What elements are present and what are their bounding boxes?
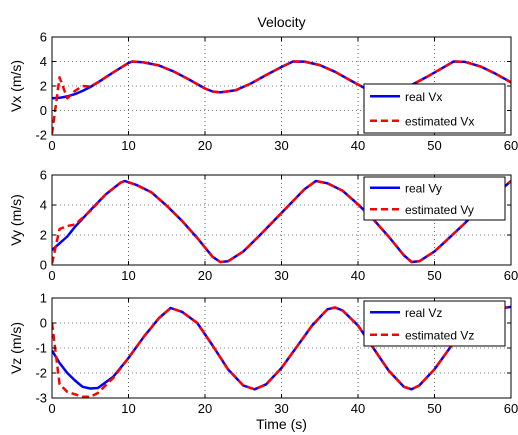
x-tick-label: 20 bbox=[198, 401, 212, 416]
y-tick-label: 1 bbox=[40, 291, 47, 306]
y-tick-label: 0 bbox=[40, 316, 47, 331]
y-tick-label: 6 bbox=[40, 168, 47, 183]
y-axis-label: Vy (m/s) bbox=[8, 194, 24, 246]
legend-label: real Vy bbox=[405, 181, 442, 195]
legend: real Vy estimated Vy bbox=[363, 176, 506, 221]
y-tick-label: 0 bbox=[40, 103, 47, 118]
x-tick-label: 50 bbox=[427, 138, 441, 153]
y-tick-label: -2 bbox=[35, 128, 47, 143]
y-tick-label: -2 bbox=[35, 366, 47, 381]
x-tick-label: 30 bbox=[274, 268, 288, 283]
y-tick-label: 0 bbox=[40, 258, 47, 273]
x-tick-label: 20 bbox=[198, 138, 212, 153]
y-tick-label: -1 bbox=[35, 341, 47, 356]
x-tick-label: 40 bbox=[351, 268, 365, 283]
subplot-2: 0 10 20 30 40 50 60 0 2 4 6 Vy (m/s) real Vy estimate… bbox=[8, 168, 518, 284]
x-tick-label: 50 bbox=[427, 268, 441, 283]
y-tick-label: 4 bbox=[40, 54, 47, 69]
x-tick-label: 30 bbox=[274, 138, 288, 153]
y-axis-label: Vz (m/s) bbox=[8, 322, 24, 374]
y-tick-label: 2 bbox=[40, 79, 47, 94]
x-tick-label: 10 bbox=[121, 138, 135, 153]
legend-label: estimated Vx bbox=[405, 114, 474, 128]
x-tick-label: 50 bbox=[427, 401, 441, 416]
y-tick-label: 6 bbox=[40, 30, 47, 45]
legend-label: estimated Vy bbox=[405, 203, 474, 217]
legend-box bbox=[363, 176, 506, 221]
legend-label: estimated Vz bbox=[405, 328, 474, 342]
legend: real Vz estimated Vz bbox=[363, 300, 506, 347]
x-tick-label: 10 bbox=[121, 268, 135, 283]
x-tick-label: 0 bbox=[48, 138, 55, 153]
legend-box bbox=[363, 83, 506, 134]
x-tick-label: 60 bbox=[504, 138, 518, 153]
axes-frame bbox=[51, 174, 512, 266]
series-line-estimated-vx bbox=[52, 60, 511, 134]
x-tick-label: 60 bbox=[504, 401, 518, 416]
x-tick-label: 20 bbox=[198, 268, 212, 283]
x-tick-label: 0 bbox=[48, 401, 55, 416]
legend-label: real Vz bbox=[405, 306, 442, 320]
x-tick-label: 40 bbox=[351, 138, 365, 153]
x-tick-label: 60 bbox=[504, 268, 518, 283]
legend-box bbox=[363, 300, 506, 347]
y-axis-label: Vx (m/s) bbox=[8, 60, 24, 112]
chart-title: Velocity bbox=[257, 14, 305, 30]
y-tick-label: 2 bbox=[40, 228, 47, 243]
subplot-3: 0 10 20 30 40 50 60 -3 -2 -1 0 1 Vz (m/s) Time (s) rea… bbox=[8, 291, 518, 433]
x-tick-label: 0 bbox=[48, 268, 55, 283]
y-tick-label: -3 bbox=[35, 391, 47, 406]
legend: real Vx estimated Vx bbox=[363, 83, 506, 134]
legend-label: real Vx bbox=[405, 90, 442, 104]
series-line-estimated-vz bbox=[52, 305, 511, 398]
x-tick-label: 30 bbox=[274, 401, 288, 416]
axes-frame bbox=[51, 297, 512, 399]
axes-frame bbox=[51, 36, 512, 136]
y-tick-label: 4 bbox=[40, 198, 47, 213]
x-tick-label: 40 bbox=[351, 401, 365, 416]
x-axis-label: Time (s) bbox=[256, 416, 307, 432]
series-line-estimated-vy bbox=[52, 179, 511, 264]
x-tick-label: 10 bbox=[121, 401, 135, 416]
